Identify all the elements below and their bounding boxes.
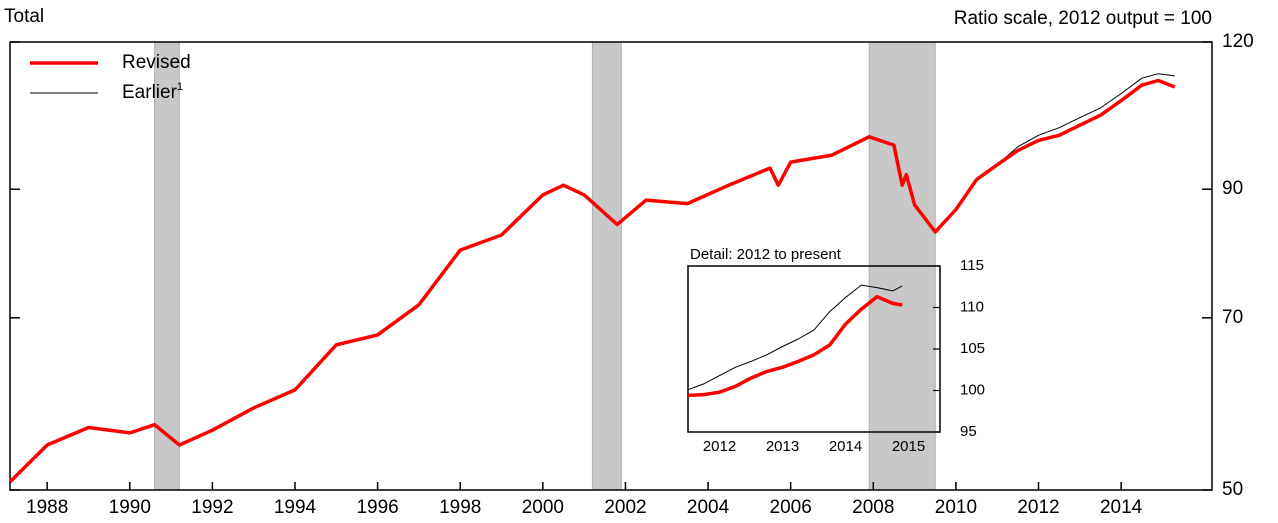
x-tick-label: 1990	[109, 497, 151, 518]
x-tick-label: 2000	[522, 497, 564, 518]
x-tick-label: 2004	[687, 497, 730, 518]
x-tick-label: 1992	[191, 497, 233, 518]
inset-y-tick-label: 100	[960, 381, 985, 398]
inset-x-tick-label: 2014	[829, 438, 862, 455]
shaded-period	[154, 41, 180, 491]
x-tick-label: 2006	[770, 497, 812, 518]
y-tick-label: 120	[1222, 31, 1254, 52]
x-tick-label: 2012	[1017, 497, 1059, 518]
x-tick-label: 1988	[26, 497, 68, 518]
inset-title: Detail: 2012 to present	[690, 246, 842, 263]
x-tick-label: 2010	[935, 497, 977, 518]
line-earlier	[687, 284, 903, 391]
x-tick-label: 1998	[439, 497, 481, 518]
x-tick-label: 2008	[852, 497, 894, 518]
legend-name: Revised	[122, 52, 191, 73]
y-tick-label: 50	[1222, 479, 1243, 500]
x-tick-label: 1994	[274, 497, 317, 518]
legend-name: Earlier	[122, 82, 178, 103]
legend-footnote: 1	[177, 81, 183, 93]
y-tick-label: 90	[1222, 178, 1243, 199]
inset-y-tick-label: 95	[960, 423, 977, 440]
inset-x-tick-label: 2015	[892, 438, 925, 455]
line-revised	[687, 294, 903, 398]
x-tick-label: 2014	[1100, 497, 1143, 518]
inset-x-tick-label: 2012	[703, 438, 736, 455]
inset-x-tick-label: 2013	[766, 438, 799, 455]
line-revised	[8, 78, 1176, 484]
inset-y-tick-label: 105	[960, 340, 985, 357]
y-tick-label: 70	[1222, 307, 1243, 328]
shaded-period	[591, 41, 622, 491]
inset-y-tick-label: 115	[960, 257, 984, 274]
chart-subtitle: Ratio scale, 2012 output = 100	[954, 8, 1212, 29]
x-tick-label: 1996	[356, 497, 398, 518]
plot-frame	[9, 41, 1213, 491]
legend-label: Revised	[122, 52, 191, 73]
legend-label: Earlier1	[122, 81, 183, 103]
chart-title: Total	[4, 6, 44, 27]
x-tick-label: 2002	[604, 497, 646, 518]
inset-y-tick-label: 110	[960, 298, 984, 315]
